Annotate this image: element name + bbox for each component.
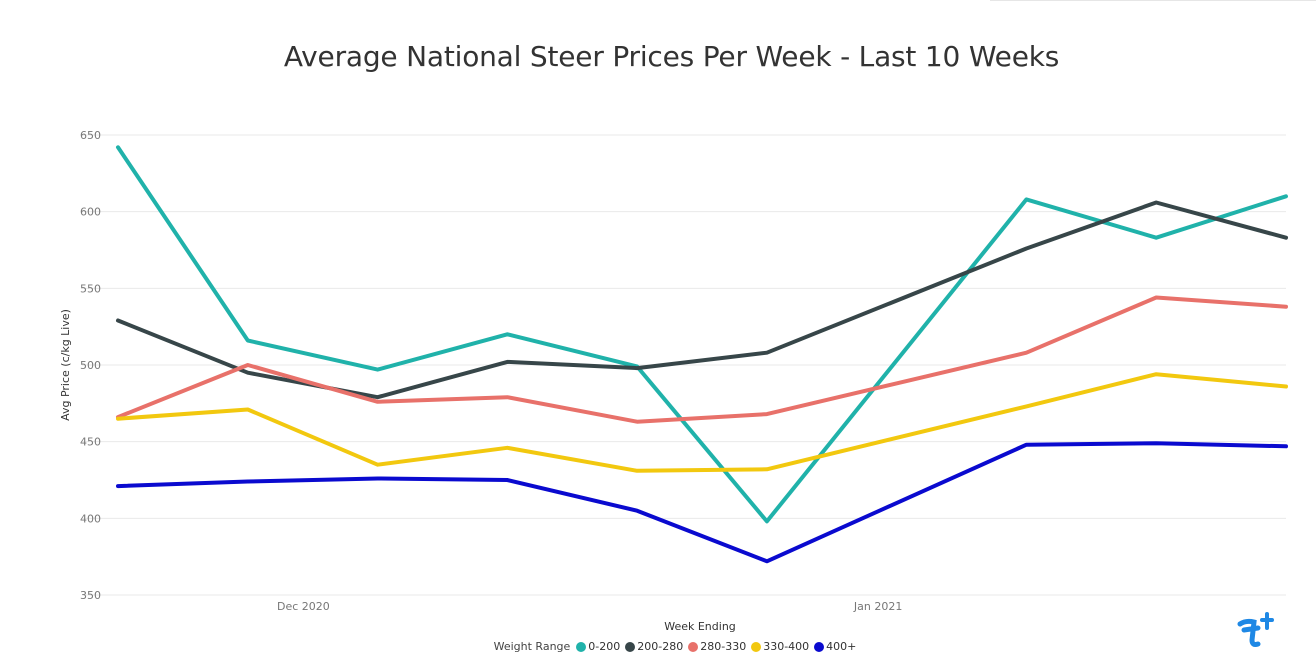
y-tick-label: 550 — [80, 282, 101, 295]
y-tick-label: 500 — [80, 359, 101, 372]
legend-label: 280-330 — [700, 640, 747, 653]
legend-title: Weight Range — [493, 640, 571, 653]
chart-title: Average National Steer Prices Per Week -… — [283, 40, 1060, 73]
x-tick-label: Dec 2020 — [277, 600, 330, 613]
y-tick-label: 350 — [80, 589, 101, 602]
y-tick-label: 400 — [80, 512, 101, 525]
series-line-200-280 — [116, 200, 1288, 400]
x-axis-title: Week Ending — [664, 620, 736, 633]
legend-item[interactable]: 400+ — [814, 640, 856, 653]
legend-label: 400+ — [826, 640, 857, 653]
series-line-400+ — [116, 441, 1288, 564]
legend-marker — [576, 641, 587, 652]
legend: Weight Range 0-200 200-280 280-330 330-400 4… — [0, 640, 1316, 653]
x-axis-ticks: Dec 2020 Jan 2021 — [277, 600, 902, 613]
y-tick-label: 600 — [80, 206, 101, 219]
legend-label: 330-400 — [763, 640, 810, 653]
series-line-0-200 — [116, 145, 1288, 524]
x-tick-label: Jan 2021 — [853, 600, 902, 613]
series-line-330-400 — [116, 372, 1288, 473]
top-divider — [990, 0, 1316, 1]
legend-marker — [688, 641, 699, 652]
y-tick-label: 650 — [80, 129, 101, 142]
legend-marker — [625, 641, 636, 652]
brand-logo-icon — [1237, 612, 1274, 647]
series-line-280-330 — [116, 295, 1288, 424]
legend-item[interactable]: 280-330 — [688, 640, 746, 653]
legend-label: 200-280 — [637, 640, 684, 653]
legend-item[interactable]: 330-400 — [751, 640, 809, 653]
legend-marker — [751, 641, 762, 652]
gridlines — [82, 134, 1286, 596]
legend-items: 0-200 200-280 280-330 330-400 400+ — [576, 640, 861, 653]
series-lines — [116, 145, 1288, 564]
legend-label: 0-200 — [588, 640, 621, 653]
legend-marker — [814, 641, 825, 652]
y-axis-title: Avg Price (c/kg Live) — [59, 309, 72, 421]
legend-item[interactable]: 0-200 — [576, 640, 620, 653]
y-axis-ticks: 350 400 450 500 550 600 650 — [80, 129, 101, 602]
y-tick-label: 450 — [80, 436, 101, 449]
legend-item[interactable]: 200-280 — [625, 640, 683, 653]
